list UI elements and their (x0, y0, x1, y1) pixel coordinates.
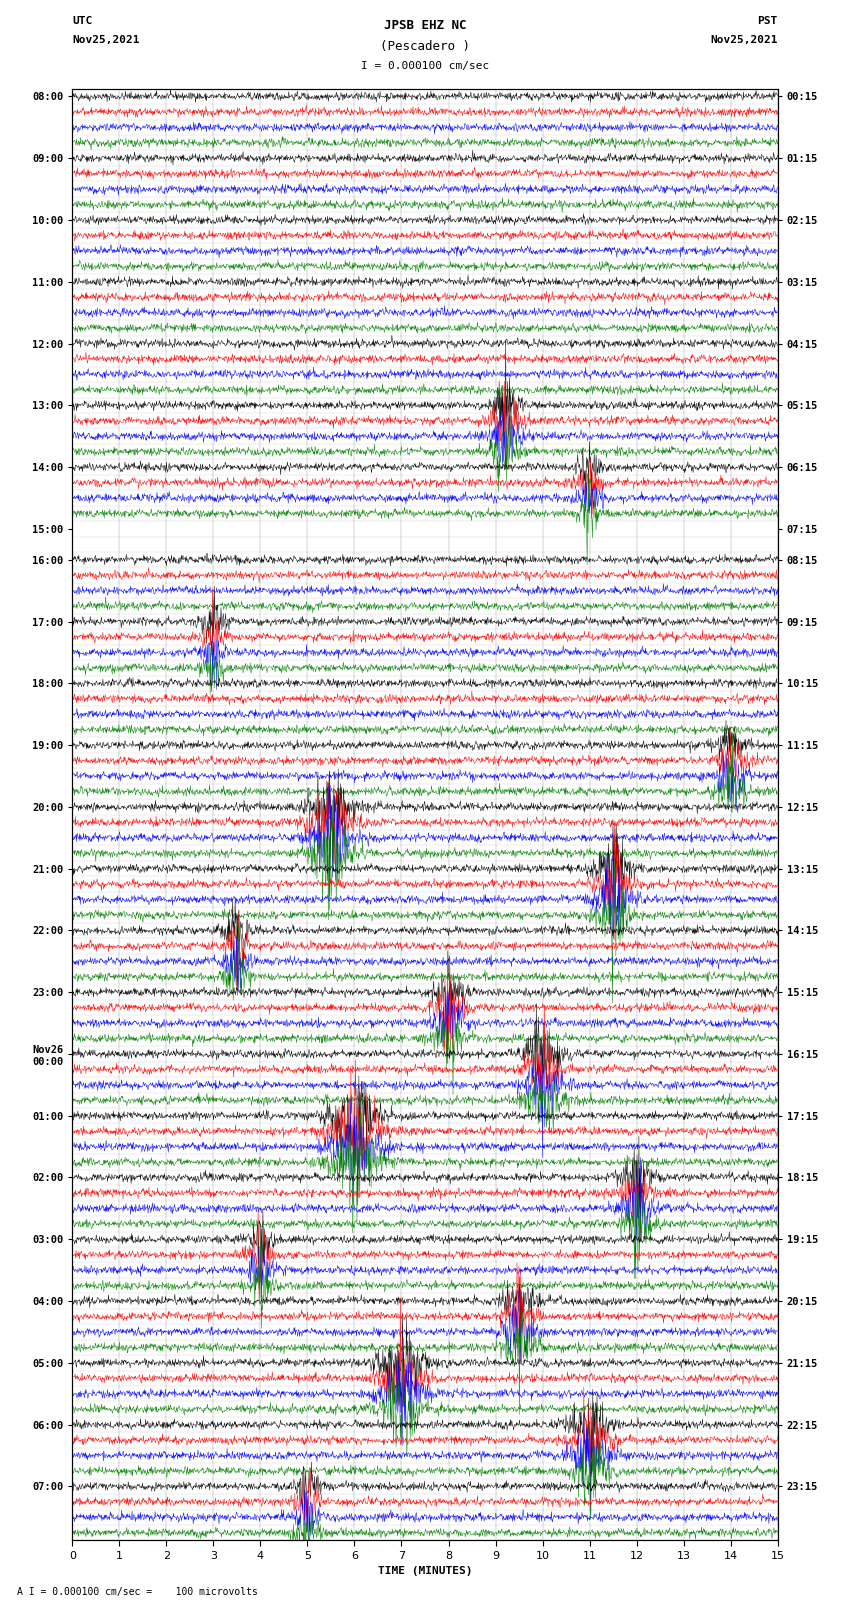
Text: UTC: UTC (72, 16, 93, 26)
X-axis label: TIME (MINUTES): TIME (MINUTES) (377, 1566, 473, 1576)
Text: I = 0.000100 cm/sec: I = 0.000100 cm/sec (361, 61, 489, 71)
Text: Nov25,2021: Nov25,2021 (72, 35, 139, 45)
Text: Nov25,2021: Nov25,2021 (711, 35, 778, 45)
Text: PST: PST (757, 16, 778, 26)
Text: A I = 0.000100 cm/sec =    100 microvolts: A I = 0.000100 cm/sec = 100 microvolts (17, 1587, 258, 1597)
Text: (Pescadero ): (Pescadero ) (380, 40, 470, 53)
Text: JPSB EHZ NC: JPSB EHZ NC (383, 19, 467, 32)
